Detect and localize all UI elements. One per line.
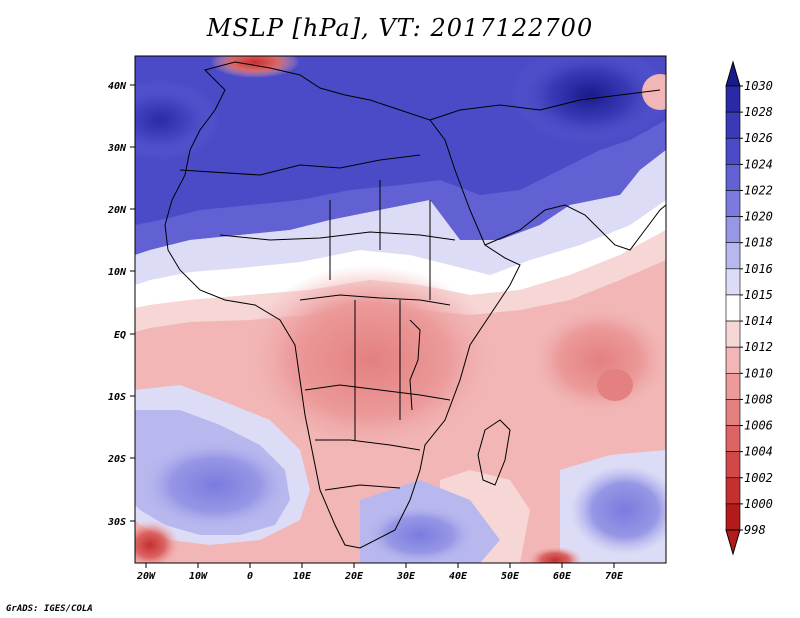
- colorbar-label: 1012: [744, 340, 773, 354]
- colorbar-label: 1010: [744, 366, 773, 380]
- colorbar: 1030 1028 1026 1024 1022 1020 1018 1016 1015 1014…: [725, 60, 773, 556]
- colorbar-label: 1014: [744, 314, 773, 328]
- colorbar-label: 1008: [744, 392, 773, 406]
- colorbar-swatch: [725, 425, 741, 452]
- colorbar-label: 1002: [744, 471, 773, 485]
- colorbar-label: 1028: [744, 105, 773, 119]
- colorbar-label: 1018: [744, 236, 773, 250]
- lat-label: 40N: [108, 81, 127, 92]
- colorbar-swatch: [725, 268, 741, 296]
- colorbar-arrow-bottom: [725, 529, 741, 556]
- colorbar-swatch: [725, 164, 741, 191]
- lat-label: 20S: [107, 454, 126, 465]
- colorbar-label: 1020: [744, 210, 773, 224]
- colorbar-label: 1015: [744, 288, 773, 302]
- lat-label: 10S: [108, 392, 126, 403]
- lon-label: 0: [247, 571, 253, 582]
- colorbar-label: 1024: [744, 157, 773, 171]
- colorbar-swatch: [725, 320, 741, 348]
- lon-label: 20E: [344, 571, 364, 582]
- credit-text: GrADS: IGES/COLA: [6, 604, 93, 614]
- lat-label: 30N: [107, 143, 127, 154]
- coastlines: [164, 61, 666, 549]
- lat-label: 20N: [107, 205, 127, 216]
- colorbar-swatch: [725, 111, 741, 139]
- colorbar-swatch: [725, 294, 741, 322]
- map-title: MSLP [hPa], VT: 2017122700: [206, 14, 594, 42]
- lon-label: 50E: [501, 571, 520, 582]
- colorbar-swatch: [725, 477, 741, 505]
- colorbar-swatch: [725, 503, 741, 531]
- colorbar-label: 1004: [744, 445, 773, 459]
- colorbar-label: 1006: [744, 419, 773, 433]
- colorbar-swatch: [725, 216, 741, 244]
- colorbar-swatch: [725, 346, 741, 374]
- colorbar-swatch: [725, 190, 741, 217]
- lon-axis: 20W 10W 0 10E 20E 30E 40E 50E 60E 70E: [136, 563, 624, 582]
- colorbar-label: 1026: [744, 131, 773, 145]
- colorbar-swatch: [725, 451, 741, 479]
- colorbar-swatch: [725, 137, 741, 165]
- colorbar-label: 1000: [744, 497, 773, 511]
- colorbar-label: 998: [744, 523, 766, 537]
- colorbar-swatch: [725, 372, 741, 400]
- colorbar-label: 1022: [744, 183, 773, 197]
- colorbar-swatch: [725, 85, 741, 113]
- lat-label: EQ: [114, 330, 126, 341]
- lon-label: 10W: [189, 571, 208, 582]
- colorbar-swatch: [725, 242, 741, 270]
- lon-label: 30E: [396, 571, 416, 582]
- colorbar-arrow-top: [725, 60, 741, 87]
- map-frame: [134, 55, 667, 564]
- lat-label: 30S: [107, 517, 126, 528]
- colorbar-swatch: [725, 399, 741, 426]
- lon-label: 70E: [605, 571, 624, 582]
- colorbar-label: 1016: [744, 262, 773, 276]
- lon-label: 10E: [293, 571, 312, 582]
- lon-label: 40E: [449, 571, 468, 582]
- lat-axis: 40N 30N 20N 10N EQ 10S 20S 30S: [107, 81, 135, 528]
- lon-label: 20W: [136, 571, 156, 582]
- pressure-field: [135, 56, 666, 563]
- lat-label: 10N: [108, 267, 127, 278]
- lon-label: 60E: [553, 571, 572, 582]
- colorbar-label: 1030: [744, 79, 773, 93]
